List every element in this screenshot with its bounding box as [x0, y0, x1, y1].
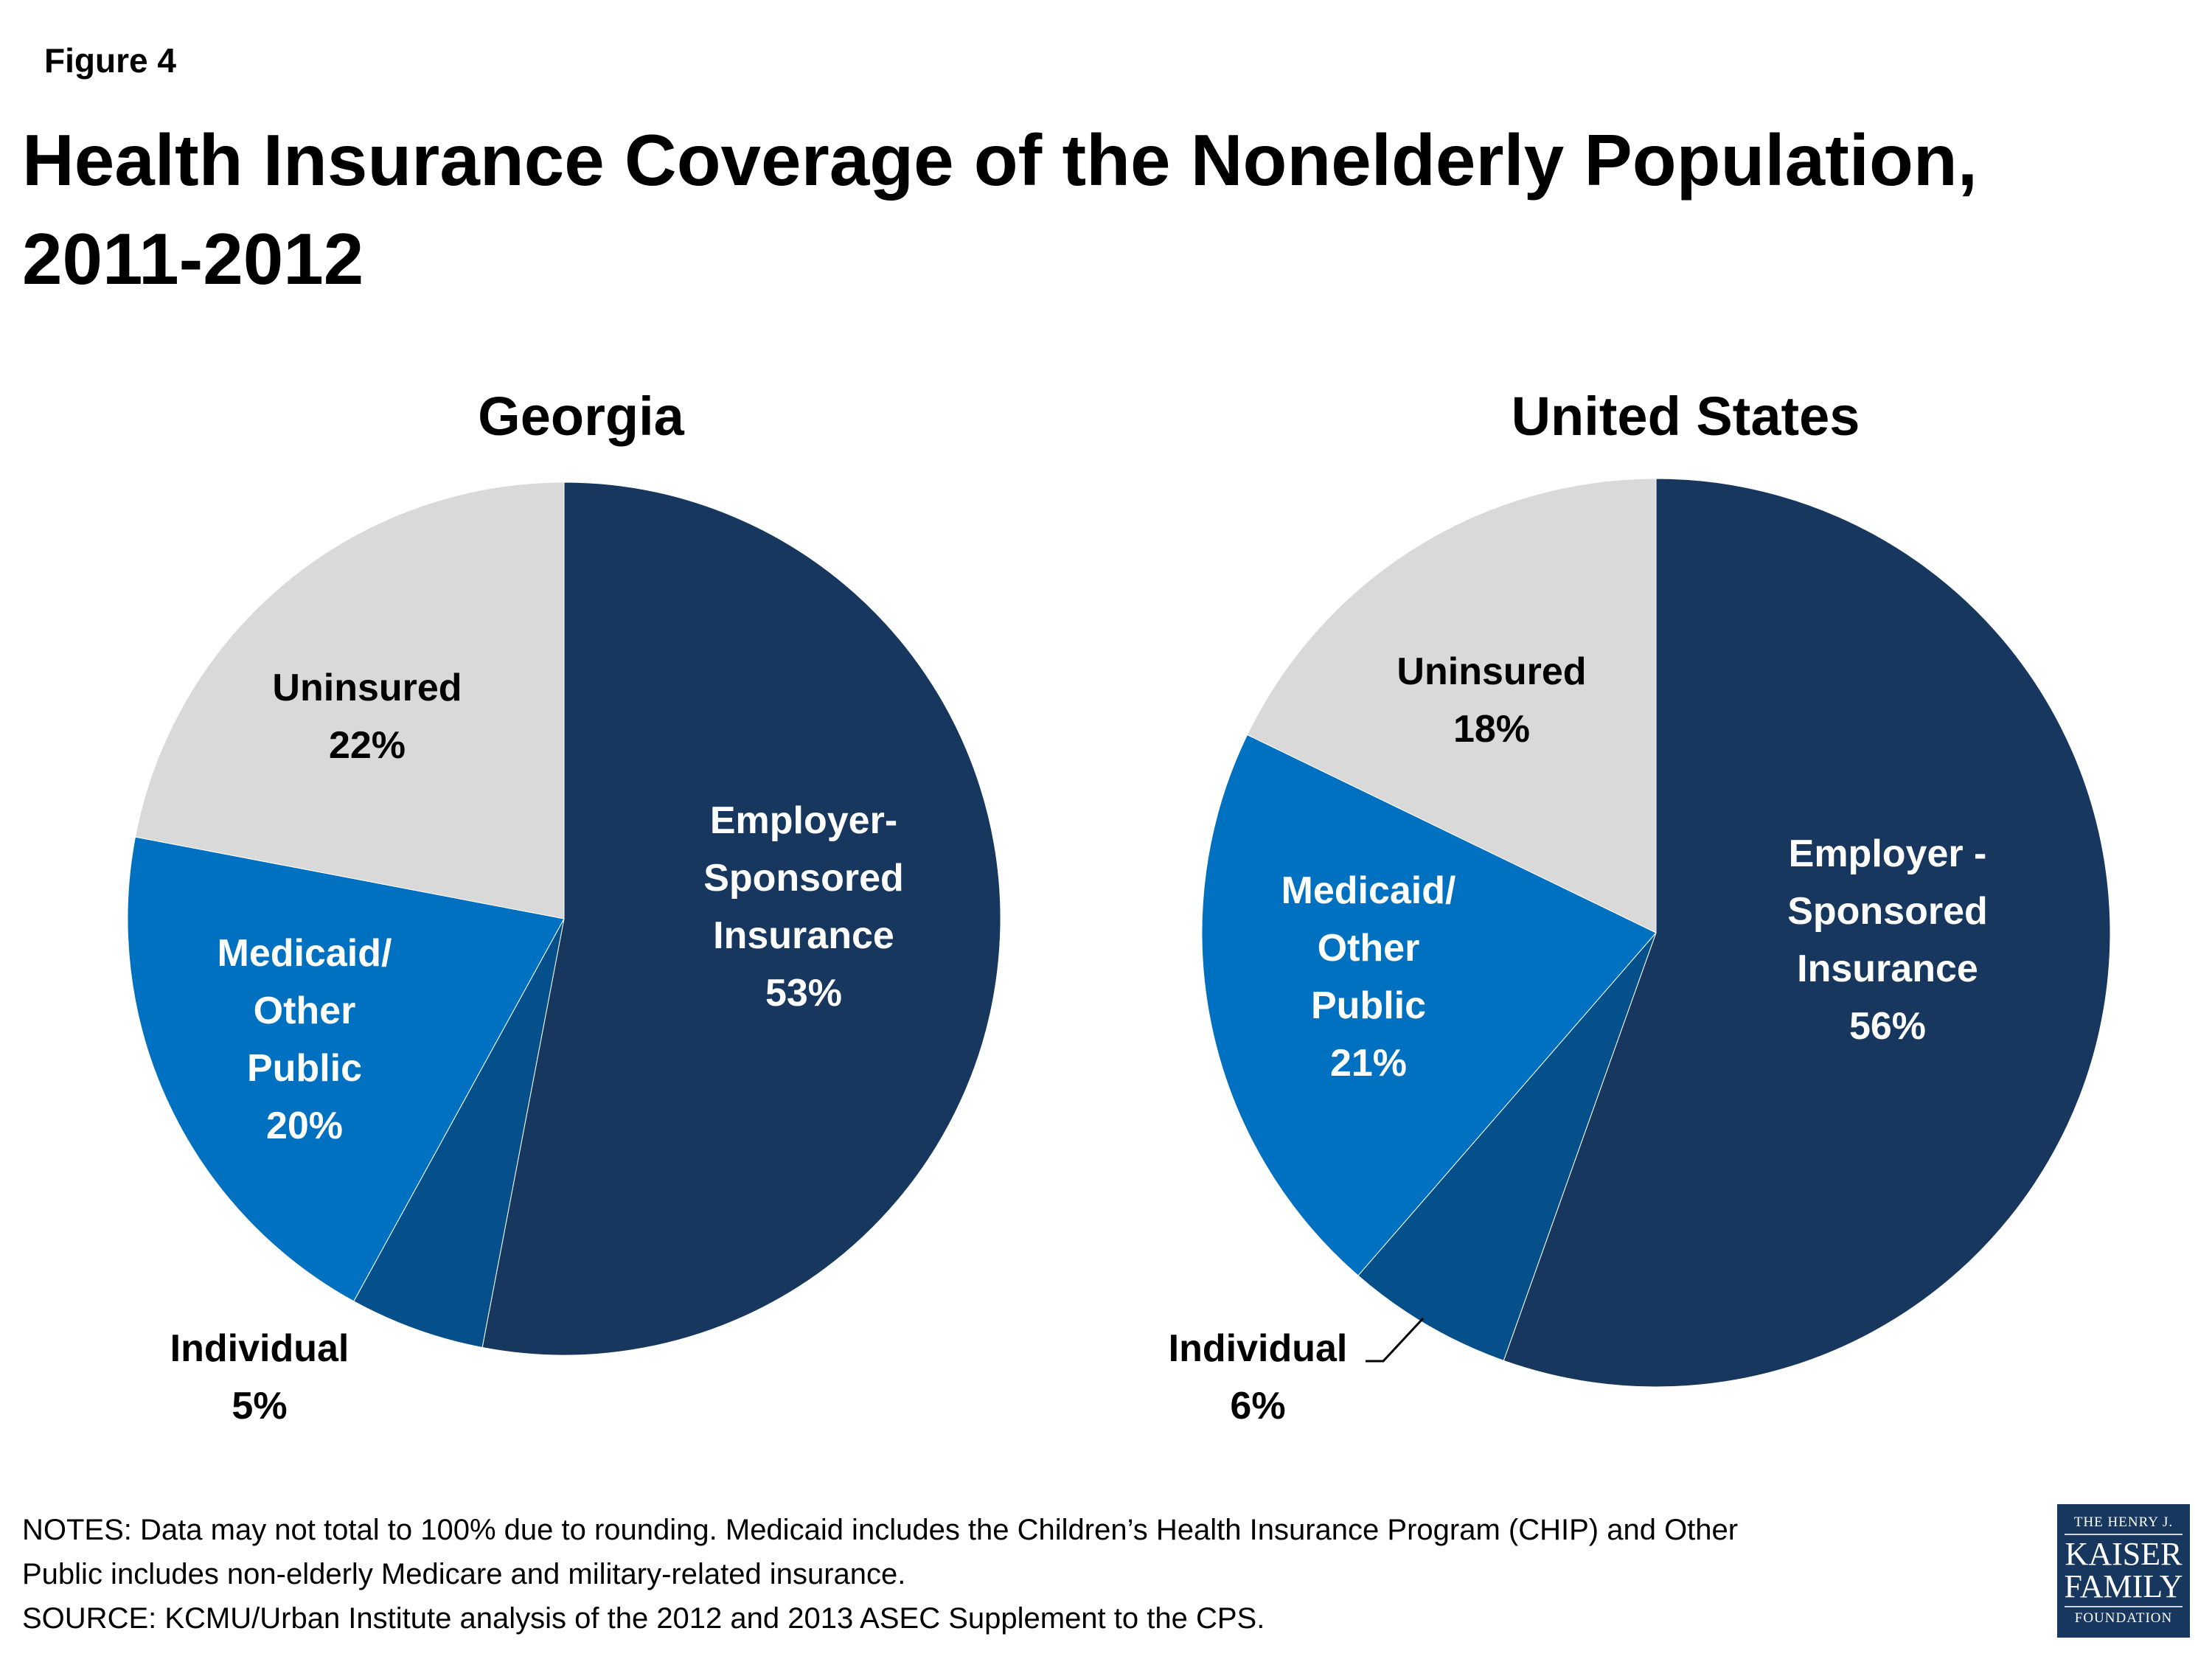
united-states-pie [1201, 478, 2111, 1388]
data-label-category: Other [253, 990, 356, 1032]
georgia-title: Georgia [478, 386, 684, 447]
pie-slice-uninsured [134, 481, 565, 919]
pie-slice-employer-sponsored-insurance [481, 481, 1001, 1356]
pie-slice-medicaid-other-public [1201, 734, 1657, 1276]
data-label-employer-sponsored-insurance: Employer- Sponsored Insurance 53% [703, 792, 904, 1022]
data-label-medicaid-other-public: Medicaid/Other Public 20% [218, 925, 392, 1155]
data-label-category: Public [1310, 984, 1427, 1027]
data-label-value: 18% [1453, 708, 1531, 751]
data-label-category: Uninsured [1397, 650, 1587, 693]
data-label-category: Insurance [1797, 947, 1978, 990]
data-label-individual: Individual 5% [170, 1320, 349, 1435]
source-line: SOURCE: KCMU/Urban Institute analysis of… [22, 1602, 1265, 1635]
figure-label: Figure 4 [44, 41, 176, 80]
data-label-category: Sponsored [703, 857, 904, 900]
chart-title: Health Insurance Coverage of the Nonelde… [22, 119, 1978, 299]
pie-slice-uninsured [1246, 478, 1657, 933]
data-label-category: Employer- [709, 799, 898, 842]
data-label-category: Public [246, 1047, 363, 1090]
data-label-category: Medicaid/ [1281, 869, 1456, 912]
data-label-uninsured: Uninsured 22% [272, 659, 462, 774]
data-label-value: 56% [1848, 1005, 1927, 1048]
notes-line: Public includes non-elderly Medicare and… [22, 1558, 906, 1590]
data-label-medicaid-other-public: Medicaid/Other Public 21% [1281, 862, 1456, 1092]
georgia-pie [127, 481, 1001, 1356]
data-label-employer-sponsored-insurance: Employer - Sponsored Insurance 56% [1787, 825, 1988, 1055]
data-label-value: 5% [232, 1385, 288, 1427]
pie-slice-individual [1357, 932, 1657, 1361]
data-label-category: Individual [1168, 1327, 1348, 1370]
individual-leader-line [1366, 1317, 1425, 1363]
data-label-value: 22% [328, 724, 406, 767]
pie-slice-individual [353, 918, 565, 1349]
pie-slice-medicaid-other-public [127, 836, 565, 1302]
data-label-category: Employer - [1788, 832, 1987, 875]
data-label-individual: Individual 6% [1169, 1320, 1348, 1435]
data-label-category: Individual [170, 1327, 349, 1370]
data-label-value: 53% [765, 972, 843, 1015]
data-label-value: 21% [1329, 1042, 1408, 1085]
data-label-category: Uninsured [272, 667, 462, 709]
united-states-title: United States [1511, 386, 1860, 447]
data-label-value: 6% [1230, 1385, 1286, 1427]
data-label-uninsured: Uninsured 18% [1397, 643, 1586, 758]
data-label-category: Insurance [713, 914, 894, 957]
data-label-category: Other [1317, 927, 1420, 970]
kaiser-family-foundation-logo: THE HENRY J. KAISER FAMILY FOUNDATION [2057, 1504, 2190, 1638]
notes-line: NOTES: Data may not total to 100% due to… [22, 1514, 1739, 1546]
data-label-value: 20% [265, 1105, 344, 1147]
pie-slice-employer-sponsored-insurance [1503, 478, 2111, 1388]
data-label-category: Medicaid/ [217, 932, 392, 975]
data-label-category: Sponsored [1787, 890, 1988, 933]
notes: NOTES: Data may not total to 100% due to… [22, 1508, 2013, 1641]
